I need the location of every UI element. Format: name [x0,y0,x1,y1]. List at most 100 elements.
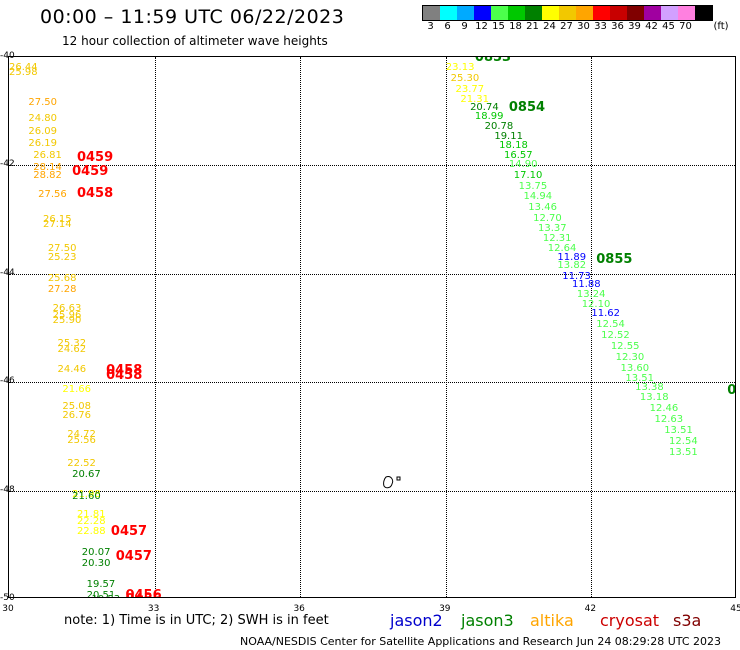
legend-label: 33 [594,21,607,32]
legend-swatch [440,6,457,20]
wave-height-value: 17.10 [513,170,543,182]
latitude-tick-label: -42 [0,159,15,170]
wave-height-value: 25.98 [9,67,38,79]
pass-time-label: 0459 [72,163,109,179]
wave-height-value: 28.82 [33,170,62,182]
wave-height-value: 25.30 [450,72,480,84]
wave-height-value: 13.24 [576,289,606,301]
satellite-legend-jason3: jason3 [461,611,514,630]
wave-height-value: 11.62 [591,308,621,320]
wave-height-value: 20.07 [81,546,111,558]
legend-swatch [644,6,661,20]
wave-height-value: 14.90 [508,159,538,171]
legend-swatch [593,6,610,20]
wave-height-value: 23.13 [445,61,475,73]
gridline-latitude [9,382,735,384]
legend-label: 6 [444,21,451,32]
wave-height-value: 19.53 [92,595,121,597]
gridline-latitude [9,165,735,167]
legend-swatch [610,6,627,20]
wave-height-value: 27.50 [47,243,77,255]
legend-label: 39 [628,21,641,32]
wave-height-value: 20.51 [86,590,116,598]
legend-swatch [695,6,712,20]
legend-label: 45 [662,21,675,32]
wave-height-value: 27.28 [47,284,77,296]
wave-height-value: 23.77 [455,83,485,95]
gridline-longitude [445,57,447,597]
wave-height-value: 25.23 [47,251,77,263]
wave-height-value: 12.46 [649,403,679,415]
color-scale-legend [422,5,713,21]
legend-label: 30 [577,21,590,32]
wave-height-value: 16.57 [504,149,533,161]
wave-height-value: 24.80 [28,113,58,125]
wave-height-value: 25.32 [57,338,87,350]
wave-height-value: 27.14 [42,219,72,231]
satellite-legend-s3a: s3a [673,611,702,630]
legend-swatch [559,6,576,20]
wave-height-value: 26.63 [52,303,82,315]
pass-time-label: 0458 [106,363,143,379]
wave-height-value: 27.56 [38,189,67,201]
latitude-tick-label: -50 [0,593,15,603]
wave-height-value: 20.74 [470,102,499,114]
legend-swatch [678,6,695,20]
wave-height-value: 13.46 [528,201,557,213]
pass-time-label: 0856 [727,383,736,399]
gridline-longitude [591,57,593,597]
pass-time-label: 0456 [125,587,162,598]
wave-height-value: 22.52 [67,457,96,469]
longitude-tick-label: 30 [2,604,14,614]
page-subtitle: 12 hour collection of altimeter wave hei… [62,34,328,48]
wave-height-value: 18.18 [499,140,528,152]
gridline-latitude [9,490,735,492]
wave-height-value: 24.62 [57,343,87,355]
wave-height-value: 11.88 [571,278,601,290]
legend-label: 36 [611,21,624,32]
legend-swatch [457,6,474,20]
legend-swatch [576,6,593,20]
map-plot-area: 26.44 25.98 27.50 24.80 26.09 26.19 26.81 28.14… [8,56,736,598]
legend-label: 21 [526,21,539,32]
wave-height-value: 12.10 [581,299,611,311]
pass-time-label: 0855 [596,251,633,267]
gridline-latitude [9,273,735,275]
pass-time-label: 0853 [474,56,512,65]
wave-height-value: 25.68 [47,273,77,285]
wave-height-value: 12.63 [654,414,684,426]
wave-height-value: 12.70 [533,212,562,224]
wave-height-value: 12.54 [669,435,698,447]
wave-height-value: 25.96 [52,310,82,322]
wave-height-value: 26.09 [28,125,58,137]
wave-height-value: 26.15 [42,213,72,225]
legend-label: 12 [475,21,488,32]
wave-height-value: 25.08 [62,400,92,412]
wave-height-value: 26.44 [9,61,38,73]
gridline-longitude [154,57,156,597]
legend-label: 24 [543,21,556,32]
wave-height-value: 13.51 [664,424,693,436]
wave-height-value: 20.67 [72,469,101,481]
longitude-tick-label: 42 [584,604,597,614]
pass-time-label: 0457 [115,548,152,564]
wave-height-value: 27.50 [28,97,58,109]
wave-height-value: 24.72 [67,429,96,441]
wave-height-value: 14.94 [523,190,553,202]
legend-label: 18 [509,21,522,32]
latitude-tick-label: -48 [0,484,15,495]
wave-height-value: 21.98 [72,488,101,500]
gridline-longitude [300,57,302,597]
longitude-tick-label: 36 [293,604,305,614]
legend-label: 70 [679,21,692,32]
pass-time-label: 0854 [508,99,546,115]
satellite-legend-cryosat: cryosat [600,611,660,630]
legend-swatch [508,6,525,20]
footer-note: note: 1) Time is in UTC; 2) SWH is in fe… [64,613,329,628]
wave-height-value: 19.57 [86,579,116,591]
wave-height-value: 22.21 [441,57,470,60]
legend-label: 27 [560,21,573,32]
wave-height-value: 13.75 [518,181,548,193]
wave-height-value: 22.88 [76,525,106,537]
legend-swatch [542,6,559,20]
